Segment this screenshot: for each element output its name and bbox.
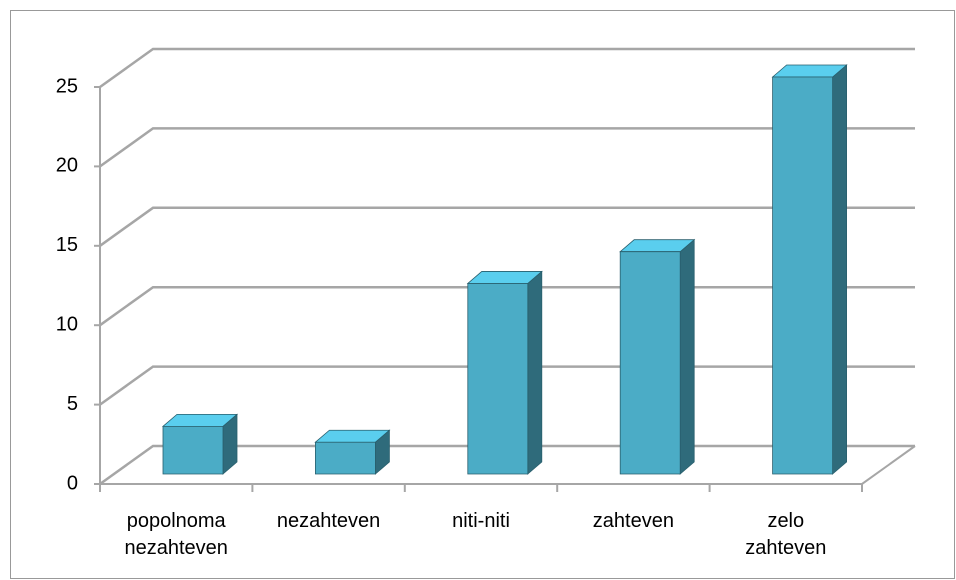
bar-front <box>619 251 681 475</box>
bar-front <box>467 283 529 475</box>
bar <box>161 413 239 475</box>
y-tick-label: 20 <box>56 155 78 177</box>
bar-front <box>772 76 833 475</box>
y-tick-label: 15 <box>56 234 78 256</box>
y-tick-label: 5 <box>67 393 78 415</box>
y-tick-label: 25 <box>56 75 78 97</box>
y-tick-label: 10 <box>56 313 78 335</box>
x-tick-label: niti-niti <box>452 510 510 532</box>
bar <box>314 429 391 475</box>
grid-line <box>99 47 915 89</box>
grid-line <box>99 127 915 168</box>
y-tick-label: 0 <box>67 472 78 494</box>
bar-side <box>527 270 543 475</box>
bar-front <box>162 425 224 475</box>
x-tick-label: zahteven <box>592 510 674 532</box>
bar <box>619 238 696 475</box>
bar <box>466 270 543 475</box>
bar-side <box>679 238 695 475</box>
grid-line <box>99 206 915 247</box>
bar-side <box>832 64 847 475</box>
x-tick-label: zelo zahteven <box>745 510 827 559</box>
bar-front <box>314 441 376 475</box>
bar <box>771 64 848 475</box>
chart-border <box>10 10 955 579</box>
x-tick-label: popolnoma nezahteven <box>124 510 228 559</box>
x-tick-label: nezahteven <box>276 510 381 532</box>
